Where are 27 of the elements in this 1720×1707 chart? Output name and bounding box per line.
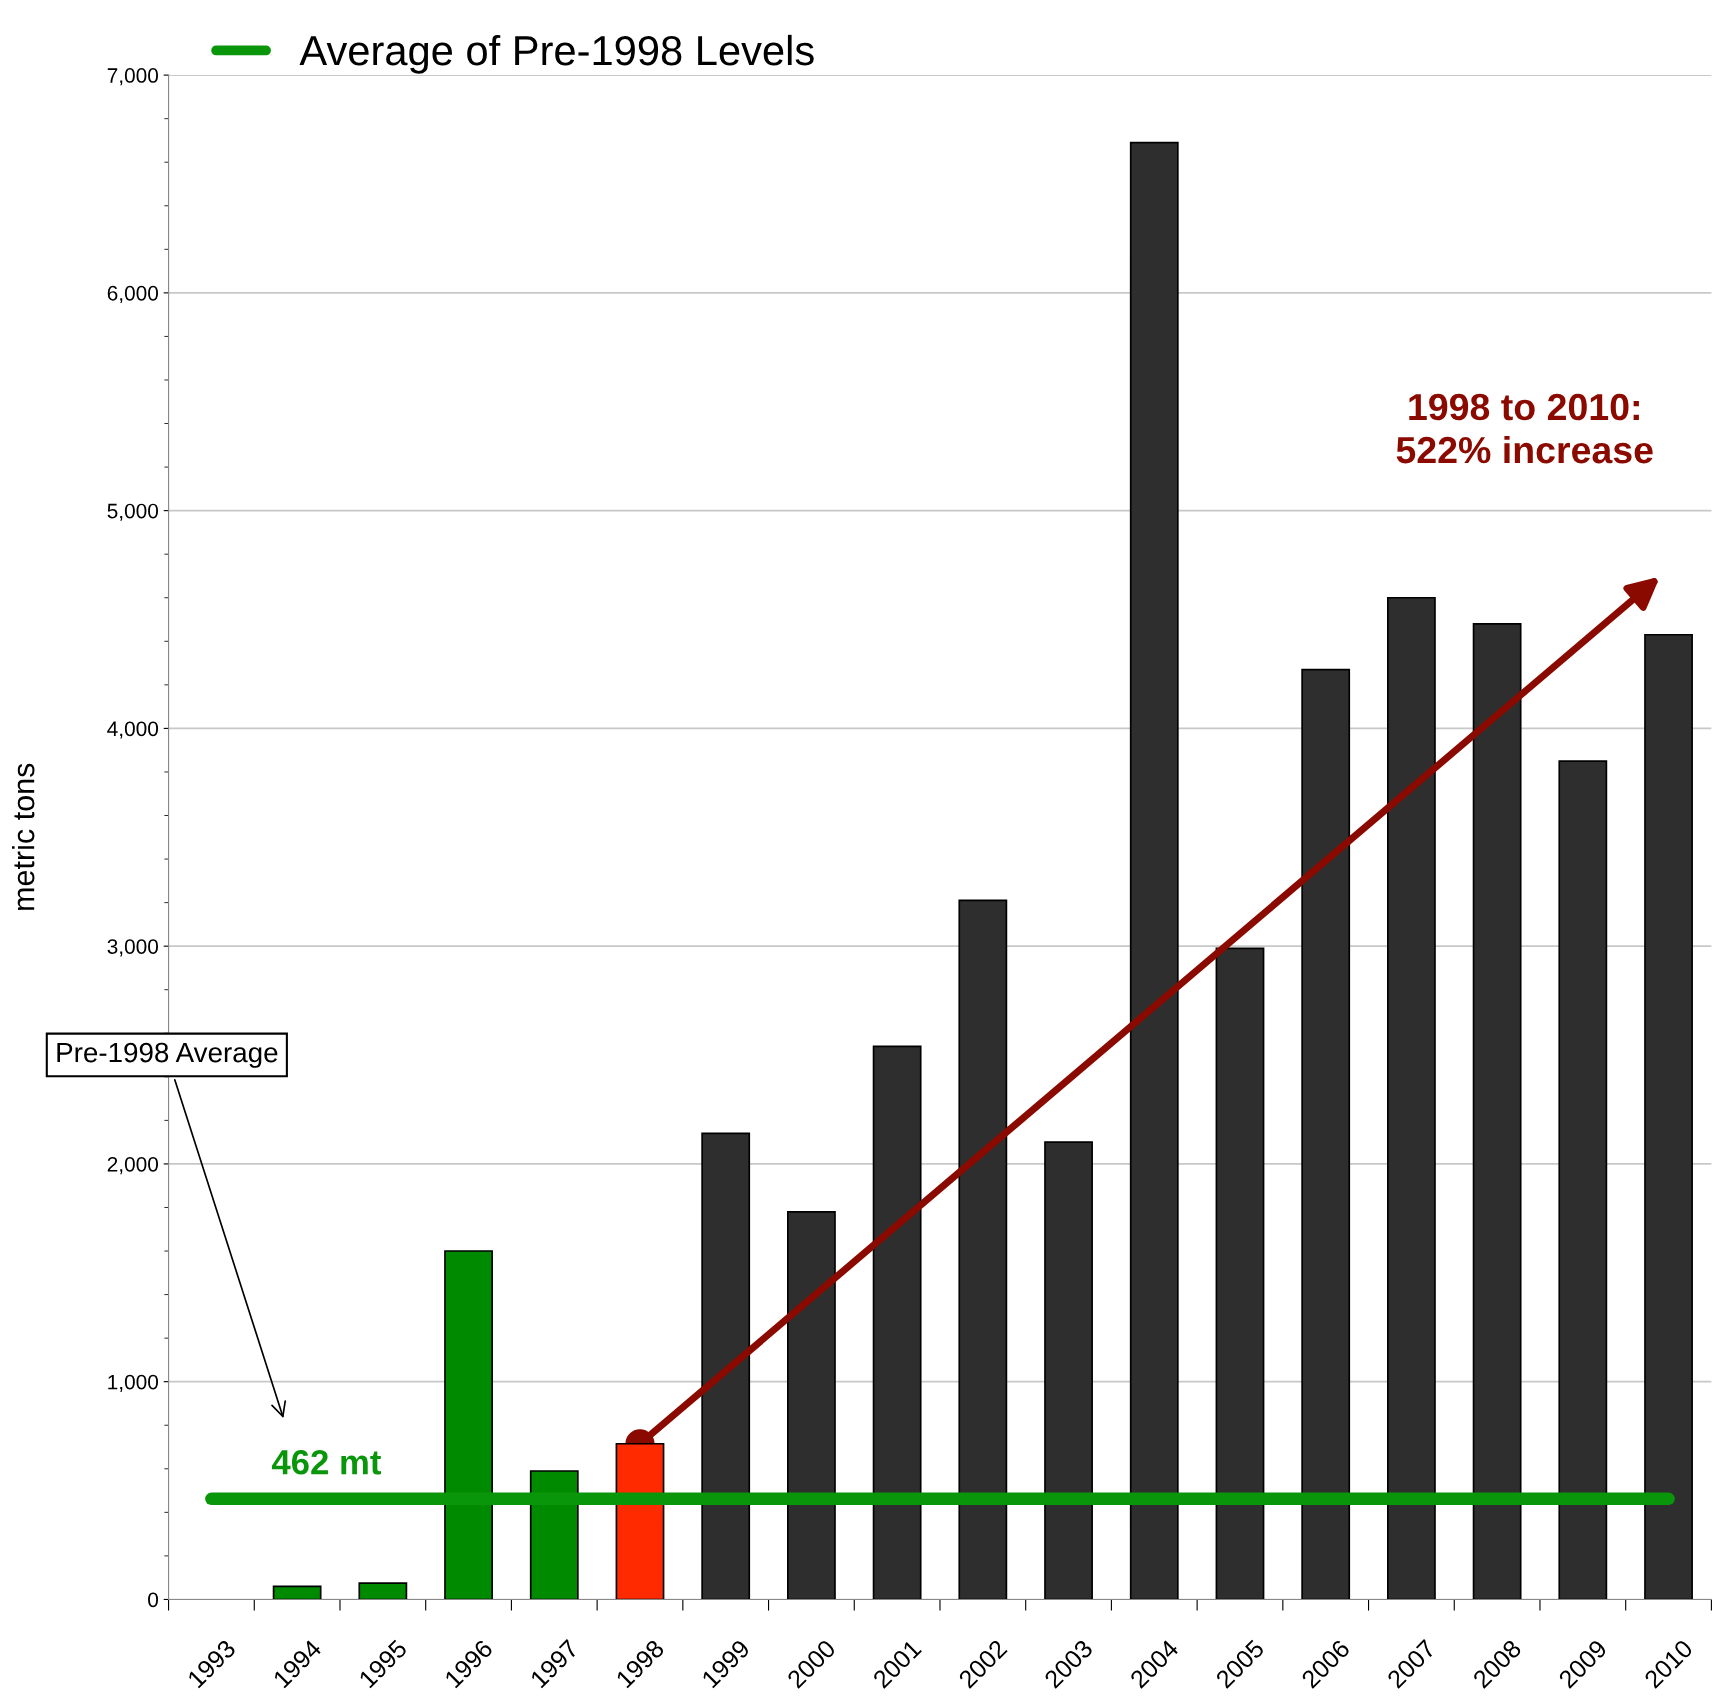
bar [958,899,1008,1600]
bar [358,1582,408,1600]
annotation: 462 mt [271,1449,382,1475]
y-tick-label: 4,000 [107,721,159,739]
y-tick-label: 6,000 [107,285,159,304]
bar [1386,596,1436,1600]
bar [1558,760,1608,1600]
y-tick-label: 5,000 [107,503,159,521]
annotation: 1998 to 2010: 522% increase [1396,393,1653,464]
bar [872,1045,922,1600]
bar [272,1585,322,1600]
y-axis-title: metric tons [12,763,35,910]
bar [1472,623,1522,1600]
y-tick-label: 3,000 [107,939,159,957]
legend-label: Average of Pre-1998 Levels [299,34,814,74]
bar [1044,1141,1093,1600]
bar [1215,947,1265,1600]
bar [1129,141,1179,1600]
bar [1644,633,1693,1600]
bar [701,1132,751,1600]
bar [1301,668,1351,1600]
y-tick-label: 1,000 [108,1374,159,1392]
y-tick-label: 0 [148,1592,159,1608]
y-tick-label: 7,000 [107,68,159,86]
y-tick-label: 2,000 [107,1156,159,1175]
annotation: Pre-1998 Average [57,1042,278,1068]
bar [787,1211,836,1600]
